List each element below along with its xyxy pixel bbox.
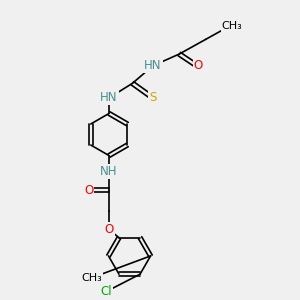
Text: Cl: Cl xyxy=(100,285,112,298)
Text: NH: NH xyxy=(100,165,118,178)
Text: S: S xyxy=(149,92,157,104)
Text: CH₃: CH₃ xyxy=(221,21,242,31)
Text: O: O xyxy=(84,184,93,196)
Text: O: O xyxy=(194,59,203,72)
Text: CH₃: CH₃ xyxy=(81,273,102,283)
Text: HN: HN xyxy=(100,92,118,104)
Text: HN: HN xyxy=(144,59,162,72)
Text: O: O xyxy=(104,223,114,236)
